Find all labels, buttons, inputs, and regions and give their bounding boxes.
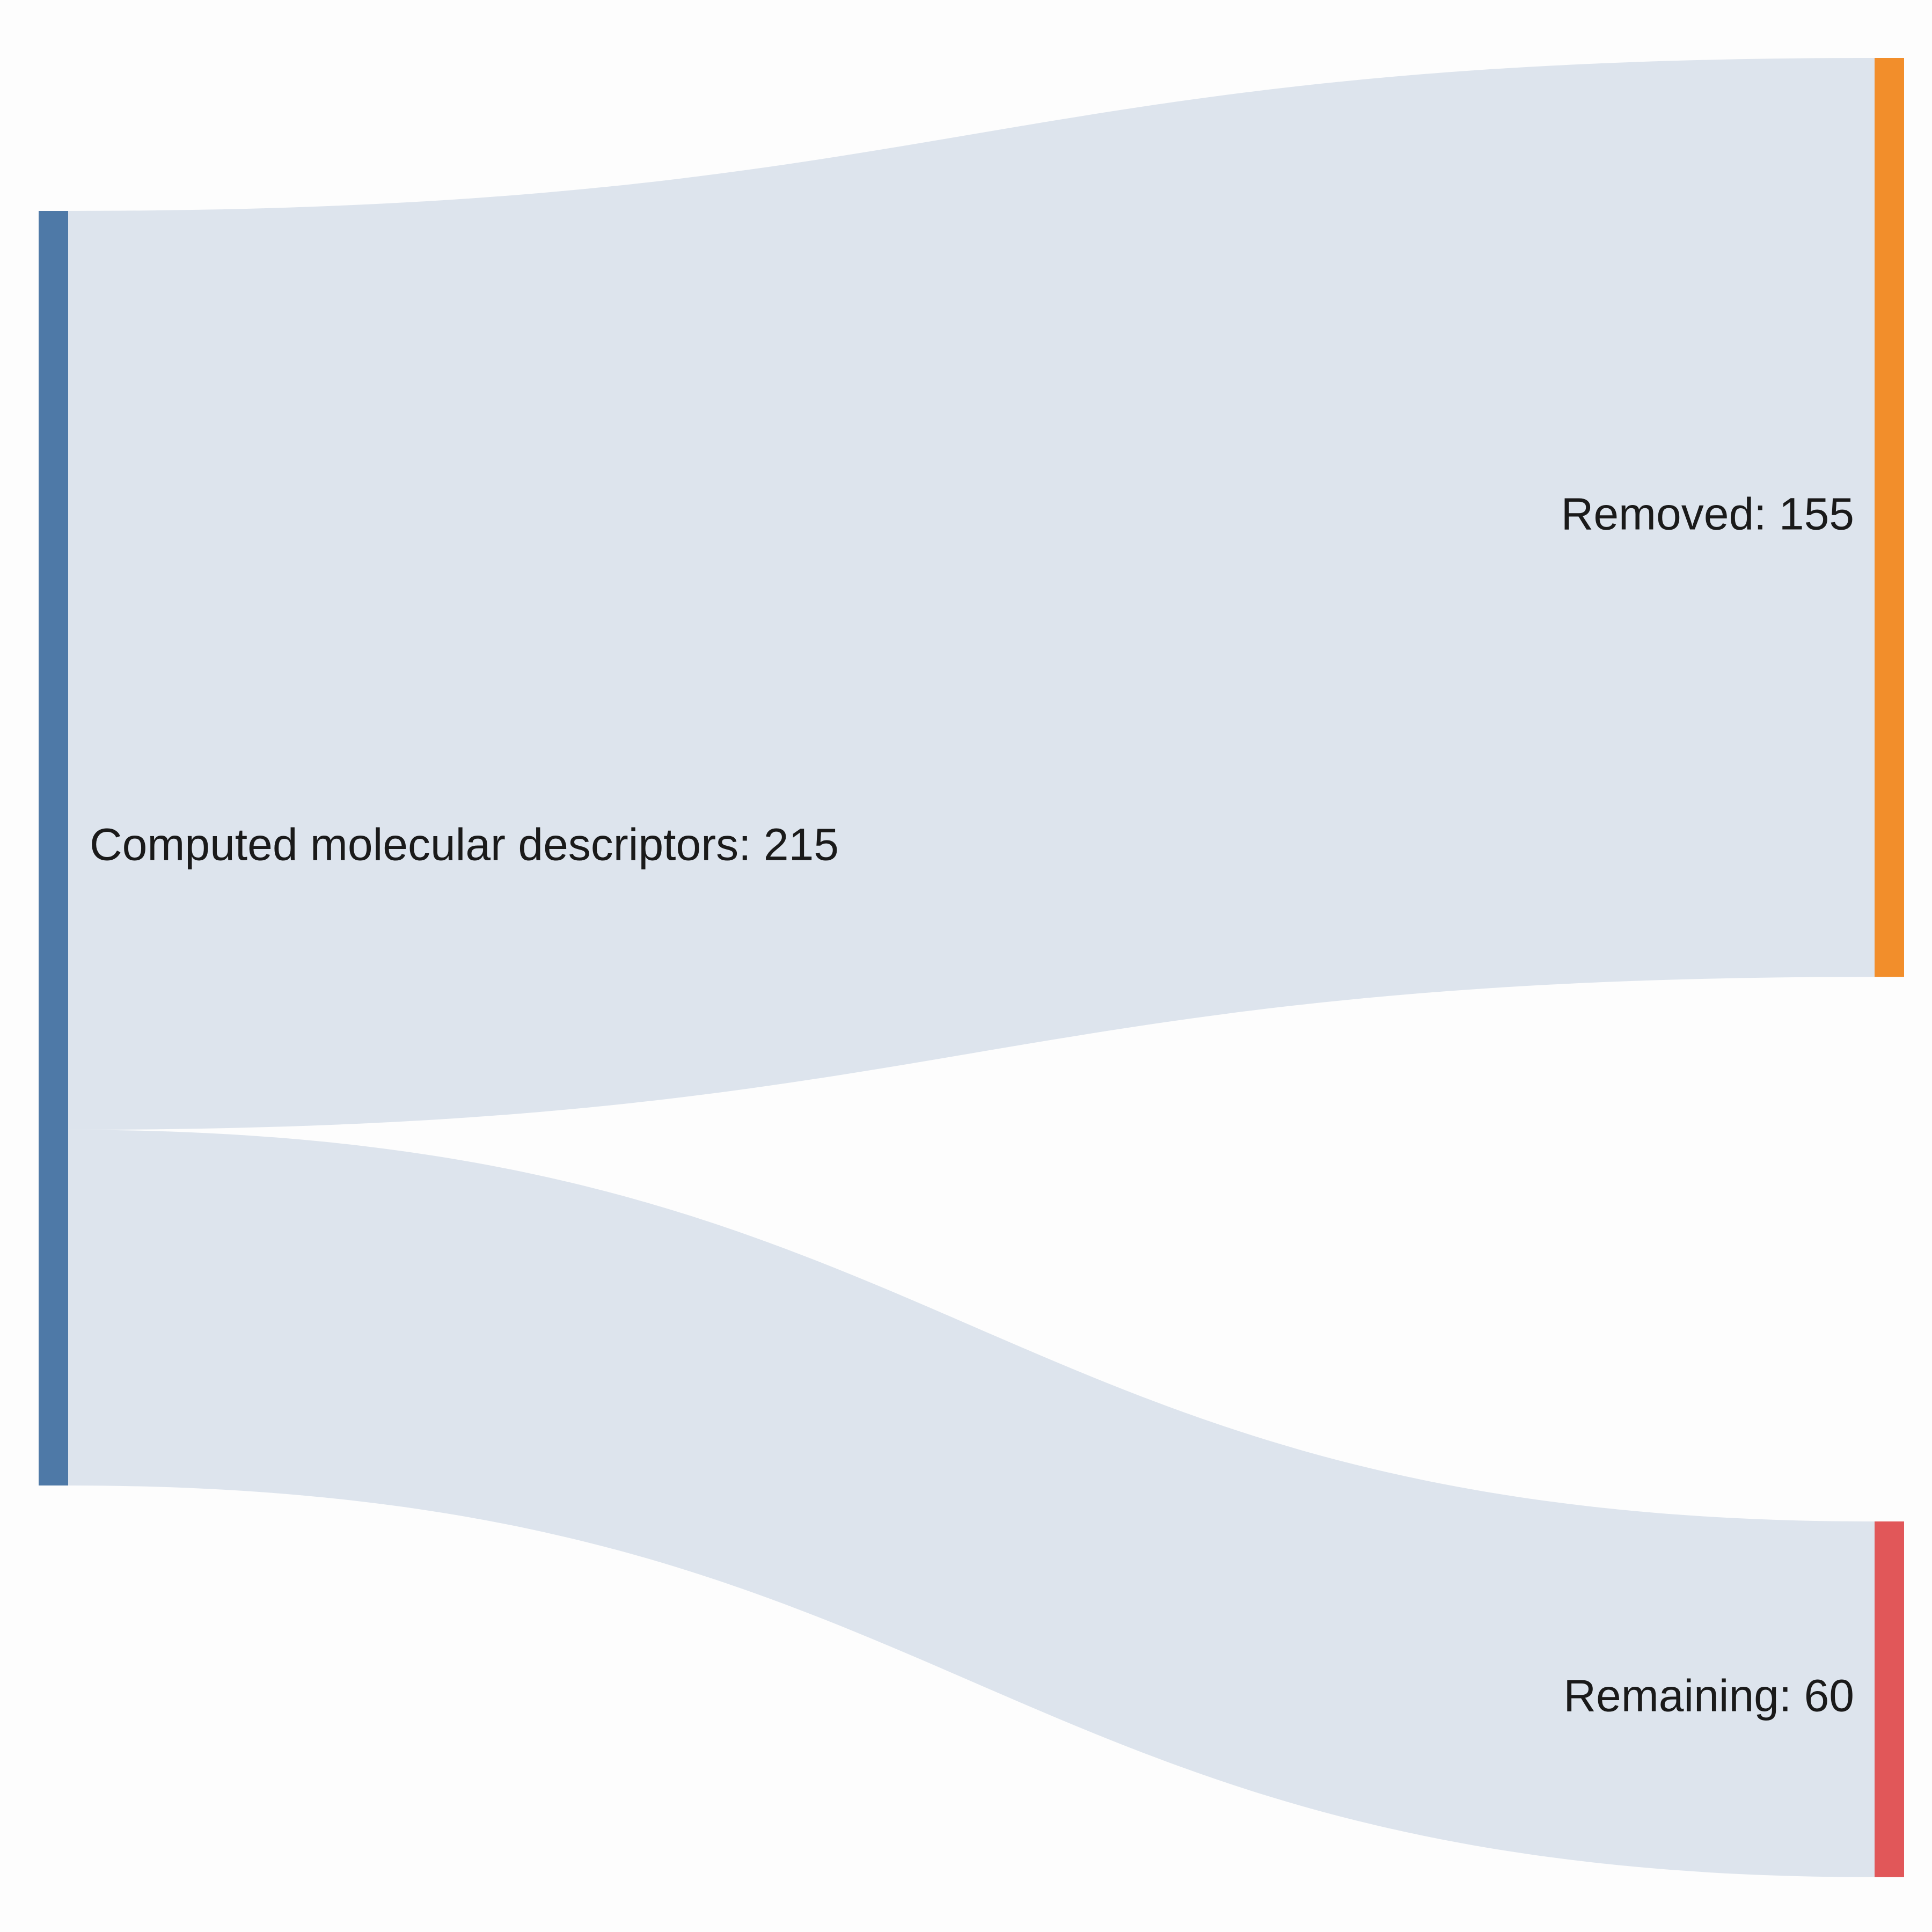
- node-bar-remaining: [1875, 1521, 1904, 1877]
- node-label-removed: Removed: 155: [1561, 488, 1854, 539]
- node-label-computed: Computed molecular descriptors: 215: [90, 819, 839, 870]
- node-label-remaining: Remaining: 60: [1563, 1671, 1854, 1721]
- labels-group: Computed molecular descriptors: 215 Remo…: [90, 488, 1854, 1721]
- links-group: [68, 58, 1875, 1877]
- link-computed-to-removed: [68, 58, 1875, 1130]
- link-computed-to-remaining: [68, 1130, 1875, 1877]
- node-bar-computed: [39, 211, 68, 1485]
- nodes-group: [39, 58, 1904, 1877]
- node-bar-removed: [1875, 58, 1904, 977]
